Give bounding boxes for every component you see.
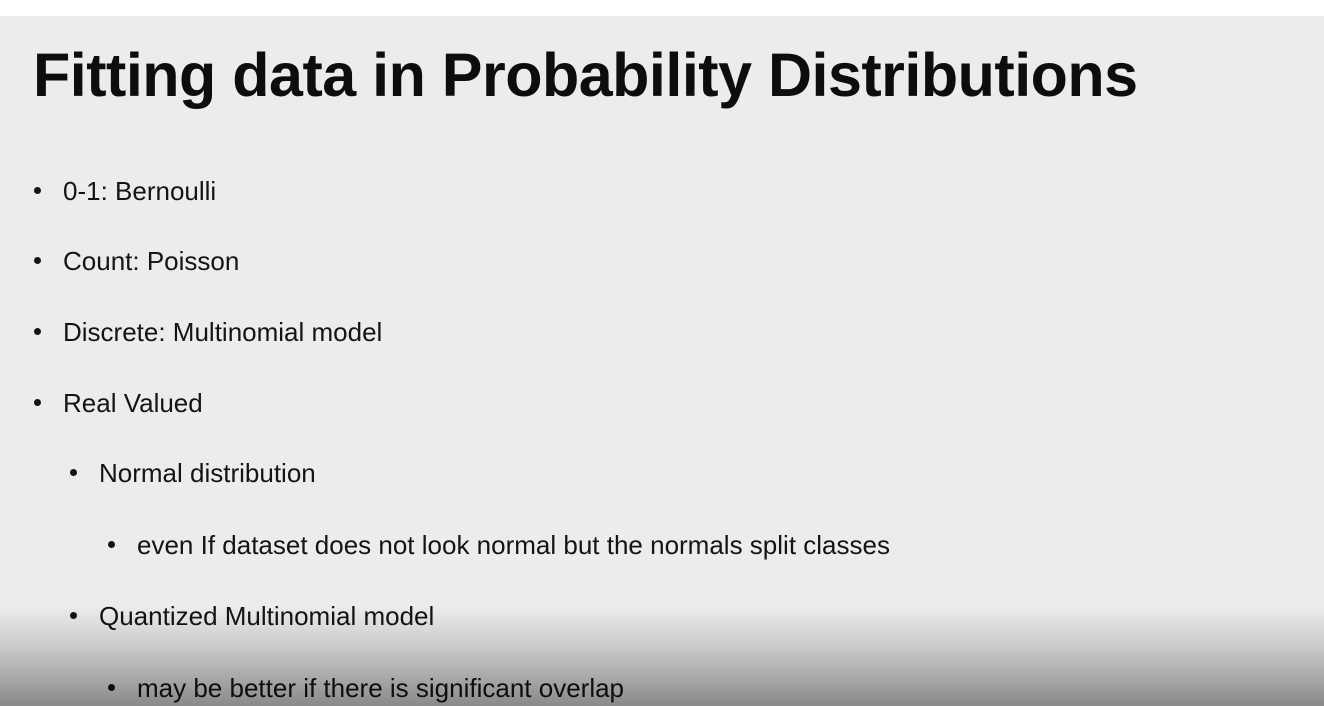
bullet-text: 0-1: Bernoulli (63, 176, 217, 206)
slide-title: Fitting data in Probability Distribution… (33, 41, 1138, 109)
bullet-text: Quantized Multinomial model (99, 601, 435, 631)
bullet-dot-icon (34, 187, 41, 194)
bullet-dot-icon (108, 541, 115, 548)
bullet-dot-icon (34, 399, 41, 406)
bullet-text: even If dataset does not look normal but… (137, 530, 890, 560)
bullet-text: Normal distribution (99, 458, 316, 488)
bullet-text: Real Valued (63, 388, 203, 418)
bullet-dot-icon (70, 469, 77, 476)
bullet-dot-icon (34, 328, 41, 335)
bullet-text: Count: Poisson (63, 246, 240, 276)
bullet-text: may be better if there is significant ov… (137, 673, 625, 703)
bullet-text: Discrete: Multinomial model (63, 317, 383, 347)
slide: Fitting data in Probability Distribution… (0, 16, 1324, 706)
bullet-dot-icon (70, 612, 77, 619)
bullet-dot-icon (108, 684, 115, 691)
bullet-dot-icon (34, 257, 41, 264)
